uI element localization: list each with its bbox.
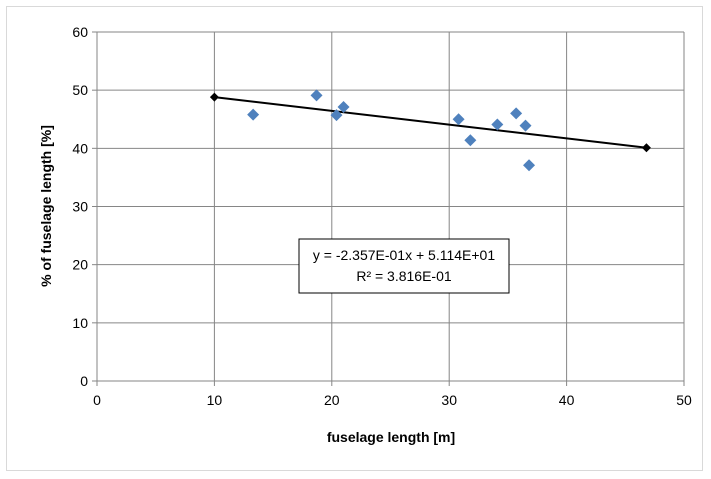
x-tick-label: 40: [559, 392, 575, 408]
data-point: [523, 159, 536, 172]
y-tick-label: 10: [72, 315, 88, 331]
y-tick-label: 40: [72, 140, 88, 156]
data-point: [519, 119, 532, 132]
data-point: [491, 118, 504, 131]
y-tick-label: 0: [80, 373, 88, 389]
trendline-endpoint: [641, 143, 651, 153]
data-point: [510, 107, 523, 120]
y-tick-label: 60: [72, 24, 88, 40]
trendline-endpoint: [209, 92, 219, 102]
x-tick-label: 20: [324, 392, 340, 408]
y-tick-label: 50: [72, 82, 88, 98]
r-squared-label: R² = 3.816E-01: [356, 268, 452, 284]
axes: 0 10 20 30 40 50 60 0 10 20 30 40 50: [72, 24, 692, 408]
x-tick-label: 30: [441, 392, 457, 408]
x-tick-label: 10: [207, 392, 223, 408]
data-point: [464, 134, 477, 147]
data-points: [247, 89, 536, 172]
data-point: [330, 109, 343, 122]
equation-box: y = -2.357E-01x + 5.114E+01 R² = 3.816E-…: [298, 238, 510, 294]
trendline-layer: [209, 92, 651, 153]
y-tick-label: 20: [72, 257, 88, 273]
x-tick-label: 50: [676, 392, 692, 408]
trendline: [214, 96, 647, 149]
trendline-equation: y = -2.357E-01x + 5.114E+01: [313, 247, 495, 263]
data-point: [452, 113, 465, 126]
y-axis-title: % of fuselage length [%]: [38, 125, 54, 287]
equation-box-border: [298, 238, 510, 294]
y-tick-label: 30: [72, 199, 88, 215]
data-point: [247, 108, 260, 121]
data-point: [310, 89, 323, 102]
x-tick-label: 0: [93, 392, 101, 408]
data-point: [337, 101, 350, 114]
x-axis-title: fuselage length [m]: [327, 429, 455, 445]
grid: [96, 31, 685, 382]
